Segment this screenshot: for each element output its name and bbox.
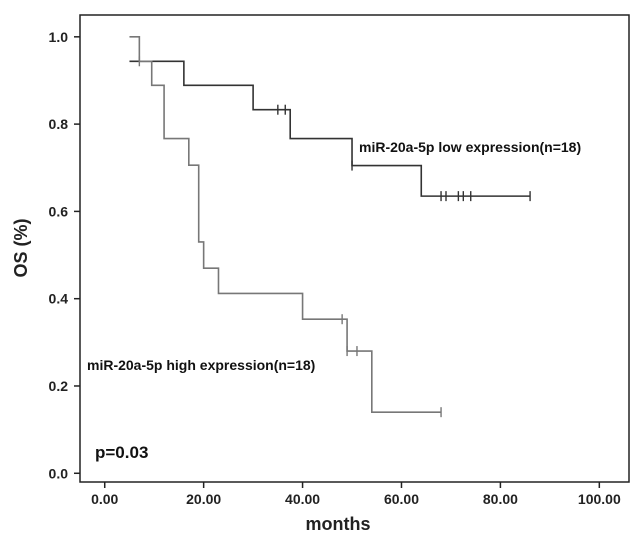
x-tick-label: 80.00 [483,491,518,507]
y-tick-label: 0.2 [49,378,69,394]
y-tick-label: 0.8 [49,116,69,132]
ann-high-expression: miR-20a-5p high expression(n=18) [87,357,315,373]
y-tick-label: 1.0 [49,29,69,45]
x-axis-title: months [306,514,371,534]
x-tick-label: 40.00 [285,491,320,507]
survival-curve [129,36,442,413]
y-axis-title: OS (%) [11,218,31,277]
x-tick-label: 20.00 [186,491,221,507]
y-tick-label: 0.4 [49,291,69,307]
plot-frame [79,14,630,483]
p-value: p=0.03 [95,443,148,462]
ann-low-expression: miR-20a-5p low expression(n=18) [359,139,581,155]
series-1 [129,36,442,418]
y-axis-ticks: 0.0 0.2 0.4 0.6 0.8 1.0 [49,29,80,481]
y-tick-label: 0.6 [49,203,69,219]
y-tick-label: 0.0 [49,465,69,481]
x-tick-label: 0.00 [91,491,118,507]
x-axis-ticks: 0.00 20.00 40.00 60.00 80.00 100.00 [91,482,621,507]
survival-curve [129,60,531,197]
series-0 [129,60,531,202]
x-tick-label: 60.00 [384,491,419,507]
x-tick-label: 100.00 [578,491,621,507]
series-layer [129,36,531,418]
